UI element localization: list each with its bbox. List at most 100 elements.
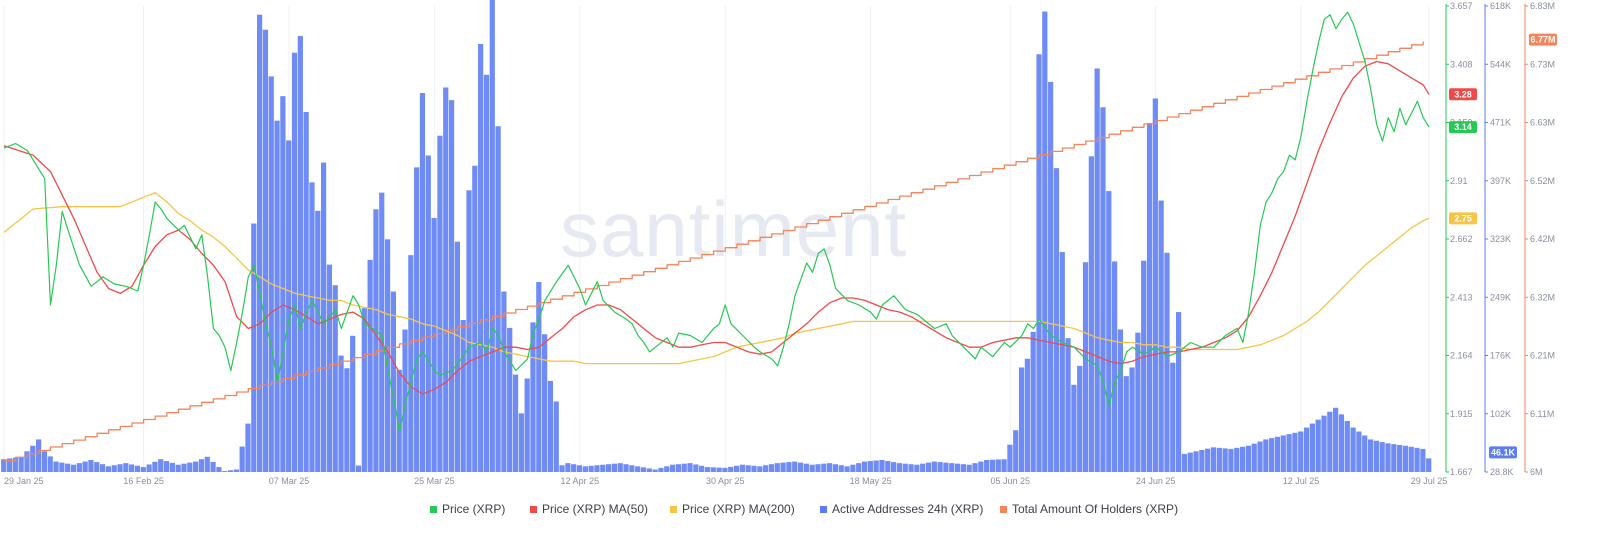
active-address-bar [1414,447,1420,472]
active-address-bar [978,461,984,472]
active-address-bar [931,461,937,472]
holders-tick-label: 6.73M [1530,59,1555,69]
active-address-bar [332,285,338,472]
active-address-bar [1379,442,1385,472]
active-address-bar [158,459,164,472]
active-address-bar [943,462,949,472]
active-address-bar [495,126,501,472]
active-address-bar [1071,384,1077,472]
active-address-bar [774,463,780,472]
x-tick-label: 29 Jan 25 [4,476,44,486]
active-address-bar [1426,458,1432,472]
active-address-bar [134,465,141,472]
holders-badge [1529,33,1557,46]
active-address-bar [1059,251,1065,472]
active-address-bar [768,464,775,472]
ma200-badge [1449,212,1477,225]
ma200-badge-label: 2.75 [1454,213,1472,223]
ma50-badge-label: 3.28 [1454,89,1472,99]
active-address-bar [797,462,804,472]
active-address-bar [478,43,484,472]
active-address-bar [483,74,490,472]
active-address-bar [1048,81,1054,472]
active-address-bar [6,458,13,472]
active-address-bar [379,192,385,473]
active-address-bar [995,459,1001,472]
active-address-bar [571,464,577,472]
price-tick-label: 2.91 [1450,176,1468,186]
active-address-bar [1123,376,1129,472]
active-address-bar [303,111,309,472]
active-address-bar [216,467,222,472]
active-address-bar [1042,11,1048,473]
x-tick-label: 05 Jun 25 [990,476,1030,486]
active-address-bar [687,463,693,472]
legend-label: Total Amount Of Holders (XRP) [1012,502,1178,516]
active-address-bar [576,465,583,472]
active-address-bar [419,92,426,472]
active-address-bar [105,466,112,472]
active-address-bar [1001,459,1007,472]
active-address-bar [1112,261,1118,472]
active-address-bar [286,140,292,472]
active-address-bar [472,165,478,472]
holders-tick-label: 6.83M [1530,1,1555,11]
active-address-bar [1274,436,1281,472]
active-address-bar [547,380,554,472]
active-address-bar [47,456,53,472]
active-address-bar [716,467,722,472]
active-address-bar [815,464,821,472]
active-address-bar [1088,156,1094,473]
active-address-bar [1210,447,1217,472]
active-address-bar [1106,191,1112,472]
active-address-bar [1007,444,1013,472]
active-address-bar [1152,98,1158,472]
active-address-bar [856,463,862,472]
active-address-bar [1309,423,1315,472]
active-address-bar [460,319,466,472]
active-address-bar [1333,407,1339,472]
active-address-bar [1175,312,1182,472]
active-address-bar [1420,448,1426,472]
active-address-bar [338,355,344,472]
active-address-bar [181,463,187,472]
ma50-badge [1449,88,1477,101]
active-address-bar [1036,54,1042,472]
active-address-bar [989,459,996,472]
active-address-bar [553,401,559,472]
active-address-bar [18,456,24,472]
active_addresses-tick-label: 249K [1490,292,1511,302]
active_addresses-tick-label: 544K [1490,59,1511,69]
price-tick-label: 2.662 [1450,234,1473,244]
legend-label: Active Addresses 24h (XRP) [832,502,983,516]
active-address-bar [309,182,315,473]
active-address-bar [664,466,670,472]
active-address-bar [361,308,367,472]
active-address-bar [350,335,356,472]
active-address-bar [402,329,408,472]
active-address-bar [408,255,414,472]
series-line-price-xrp- [3,11,1430,433]
active-address-bar [187,462,193,472]
active-address-bar [1205,448,1211,472]
active-address-bar [1397,444,1403,472]
active-address-bar [12,457,18,472]
active-address-bar [1356,431,1362,472]
active-address-bar [1094,68,1100,473]
active-address-bar [600,464,606,472]
x-tick-label: 30 Apr 25 [706,476,745,486]
active-address-bar [559,465,565,472]
active-address-bar [274,120,280,473]
active-badge [1489,446,1517,459]
active-address-bar [1269,438,1275,472]
active-address-bar [1216,447,1222,472]
active_addresses-tick-label: 397K [1490,176,1511,186]
active-address-bar [710,467,716,472]
active-address-bar [59,462,65,472]
active-address-bar [280,96,286,472]
active-address-bar [1,459,7,472]
active-address-bar [809,464,815,472]
active-address-bar [152,461,158,472]
active-address-bar [233,469,239,472]
